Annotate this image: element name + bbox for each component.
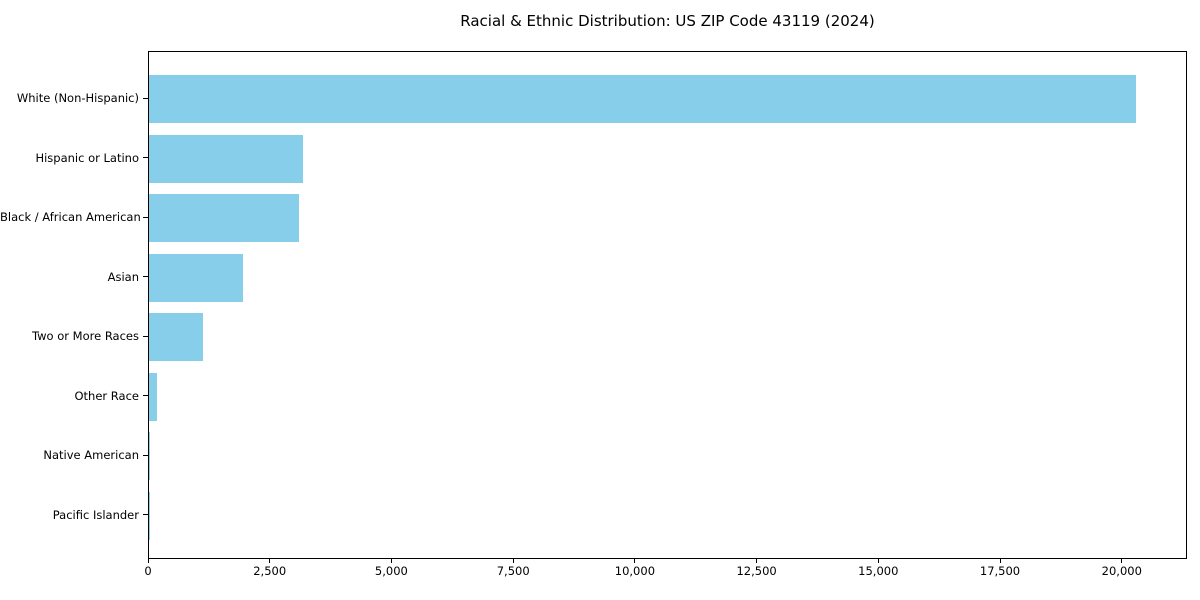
plot-area (148, 51, 1187, 559)
y-tick-mark (143, 335, 148, 337)
x-tick-mark (634, 559, 636, 563)
x-tick-mark (390, 559, 392, 563)
x-tick-mark (756, 559, 758, 563)
bar (149, 313, 203, 361)
bar (149, 491, 150, 540)
x-tick-label: 2,500 (253, 564, 287, 578)
x-tick-label: 7,500 (496, 564, 530, 578)
y-tick-mark (143, 157, 148, 158)
y-tick-mark (143, 216, 148, 218)
y-tick-mark (143, 276, 148, 277)
bar (149, 432, 151, 480)
chart-title: Racial & Ethnic Distribution: US ZIP Cod… (460, 12, 875, 30)
x-tick-label: 12,500 (736, 564, 777, 578)
category-label: Pacific Islander (52, 507, 139, 522)
x-tick-label: 5,000 (374, 564, 408, 578)
y-tick-mark (143, 454, 148, 456)
bar (149, 253, 243, 302)
x-tick-label: 0 (144, 564, 152, 578)
y-tick-mark (143, 514, 148, 515)
x-tick-mark (269, 559, 271, 563)
category-label: Asian (107, 269, 139, 284)
x-tick-mark (512, 559, 514, 563)
x-tick-mark (1121, 559, 1123, 563)
x-tick-label: 17,500 (979, 564, 1021, 578)
x-tick-label: 15,000 (858, 564, 899, 578)
y-tick-mark (143, 395, 148, 396)
category-label: Hispanic or Latino (35, 150, 139, 165)
x-tick-mark (877, 559, 879, 563)
y-tick-mark (143, 97, 148, 99)
bar (149, 372, 158, 421)
category-label: Native American (43, 448, 139, 462)
x-tick-mark (999, 559, 1001, 563)
category-label: Other Race (74, 388, 140, 403)
bar (149, 194, 299, 242)
x-tick-mark (147, 559, 149, 563)
category-label: White (Non-Hispanic) (16, 91, 139, 105)
x-tick-label: 10,000 (614, 564, 656, 578)
bar (149, 134, 304, 183)
bar (149, 75, 1137, 123)
category-label: Two or More Races (32, 329, 139, 343)
x-tick-label: 20,000 (1101, 564, 1142, 578)
category-label: Black / African American (0, 210, 141, 224)
